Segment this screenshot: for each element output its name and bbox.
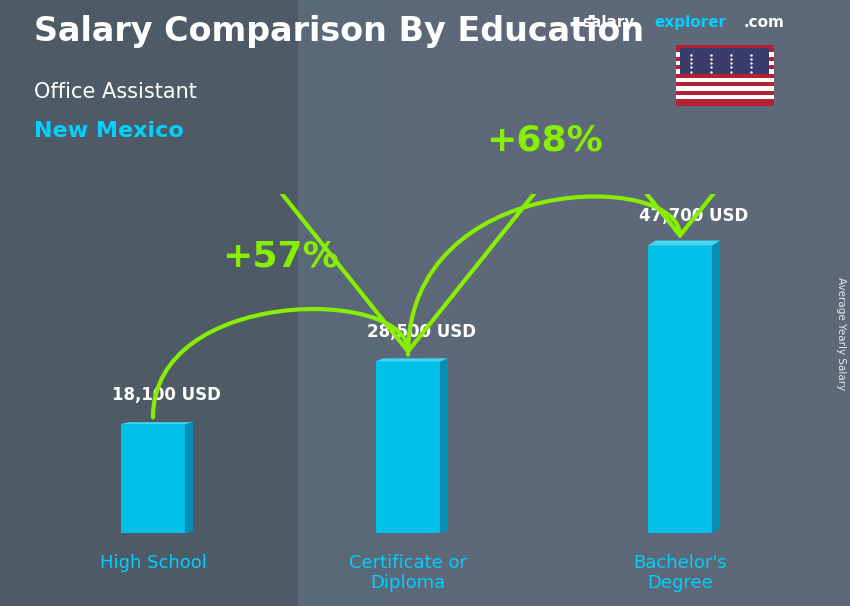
Bar bbox=[676, 65, 774, 70]
Polygon shape bbox=[712, 241, 720, 533]
Text: 47,700 USD: 47,700 USD bbox=[639, 207, 749, 225]
Polygon shape bbox=[376, 358, 448, 361]
Bar bbox=[676, 48, 774, 53]
Bar bbox=[366, 0, 374, 606]
Bar bbox=[676, 99, 774, 103]
Text: .com: .com bbox=[744, 15, 785, 30]
Bar bbox=[382, 0, 391, 606]
Bar bbox=[400, 0, 408, 606]
Bar bbox=[676, 53, 774, 57]
Bar bbox=[676, 95, 774, 99]
Bar bbox=[306, 0, 314, 606]
Polygon shape bbox=[185, 422, 193, 533]
Bar bbox=[298, 0, 306, 606]
Bar bbox=[676, 74, 774, 78]
Text: 28,500 USD: 28,500 USD bbox=[367, 323, 476, 341]
Bar bbox=[676, 61, 774, 65]
Bar bbox=[382, 0, 850, 606]
Bar bbox=[676, 70, 774, 74]
Bar bbox=[332, 0, 340, 606]
Bar bbox=[323, 0, 332, 606]
Bar bbox=[374, 0, 382, 606]
Bar bbox=[676, 78, 774, 82]
Bar bbox=[255, 0, 264, 606]
Text: +68%: +68% bbox=[485, 124, 603, 158]
Bar bbox=[391, 0, 399, 606]
Bar bbox=[348, 0, 357, 606]
Polygon shape bbox=[680, 48, 769, 74]
Bar bbox=[289, 0, 297, 606]
Bar bbox=[416, 0, 425, 606]
Bar bbox=[676, 57, 774, 61]
Text: New Mexico: New Mexico bbox=[34, 121, 184, 141]
Bar bbox=[340, 0, 348, 606]
Text: explorer: explorer bbox=[654, 15, 727, 30]
Polygon shape bbox=[376, 361, 440, 533]
Polygon shape bbox=[121, 424, 185, 533]
Text: High School: High School bbox=[99, 554, 207, 571]
Polygon shape bbox=[648, 245, 712, 533]
Polygon shape bbox=[121, 422, 193, 424]
Text: salary: salary bbox=[582, 15, 635, 30]
Text: Bachelor's
Degree: Bachelor's Degree bbox=[633, 554, 727, 593]
Text: Average Yearly Salary: Average Yearly Salary bbox=[836, 277, 846, 390]
Bar bbox=[676, 82, 774, 86]
Bar bbox=[280, 0, 289, 606]
Text: +57%: +57% bbox=[222, 239, 339, 273]
Polygon shape bbox=[440, 358, 448, 533]
FancyArrowPatch shape bbox=[408, 27, 847, 355]
Bar bbox=[264, 0, 272, 606]
Text: Salary Comparison By Education: Salary Comparison By Education bbox=[34, 15, 644, 48]
FancyArrowPatch shape bbox=[153, 143, 575, 418]
Text: 18,100 USD: 18,100 USD bbox=[112, 386, 221, 404]
Bar bbox=[676, 90, 774, 95]
Bar bbox=[676, 86, 774, 90]
Bar bbox=[357, 0, 366, 606]
Text: Office Assistant: Office Assistant bbox=[34, 82, 197, 102]
Bar bbox=[0, 0, 298, 606]
Text: Certificate or
Diploma: Certificate or Diploma bbox=[349, 554, 467, 593]
Bar bbox=[272, 0, 280, 606]
Bar bbox=[408, 0, 416, 606]
Polygon shape bbox=[648, 241, 720, 245]
Bar bbox=[314, 0, 323, 606]
